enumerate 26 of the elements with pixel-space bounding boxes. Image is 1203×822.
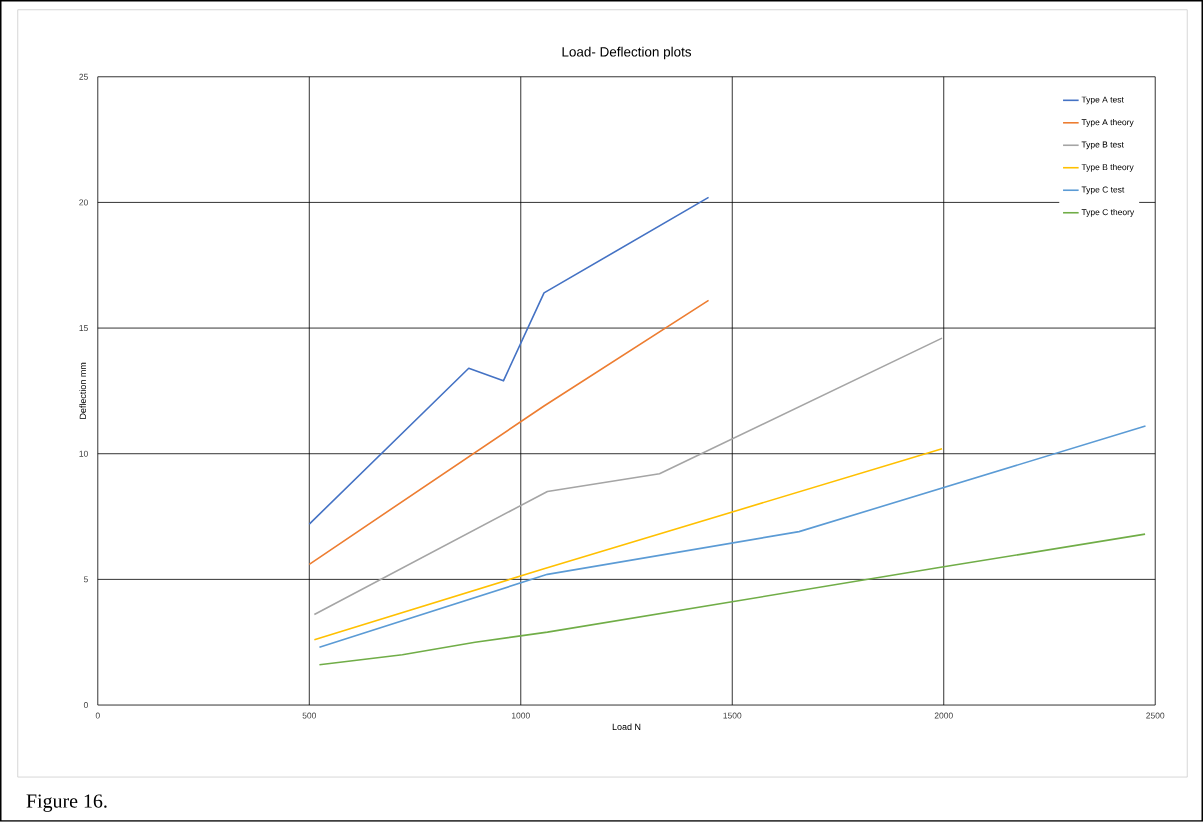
legend-label: Type C theory xyxy=(1081,209,1135,217)
x-tick-label: 0 xyxy=(95,712,100,719)
x-tick-label: 1000 xyxy=(511,712,530,719)
x-tick-label: 2500 xyxy=(1146,712,1165,719)
legend-label: Type B theory xyxy=(1081,163,1134,172)
y-tick-label: 20 xyxy=(79,199,88,206)
legend-label: Type A theory xyxy=(1081,119,1134,127)
line-series xyxy=(308,196,710,525)
y-tick-label: 5 xyxy=(83,576,88,583)
x-tick-label: 500 xyxy=(302,712,317,719)
x-tick-label: 1500 xyxy=(723,712,742,719)
y-tick-label: 15 xyxy=(79,325,88,332)
legend-label: Type C test xyxy=(1081,186,1125,195)
y-tick-label: 25 xyxy=(79,73,88,80)
line-series xyxy=(318,425,1147,649)
line-series xyxy=(313,337,943,616)
line-series xyxy=(318,533,1146,666)
legend-label: Type B test xyxy=(1081,141,1124,150)
caption: Figure 16. xyxy=(26,794,107,812)
y-axis-title: Deflection mm xyxy=(79,362,87,419)
chart-title: Load- Deflection plots xyxy=(562,46,692,60)
legend-label: Type A test xyxy=(1081,96,1124,105)
x-axis-title: Load N xyxy=(612,723,641,731)
y-tick-label: 10 xyxy=(79,450,88,457)
x-tick-label: 2000 xyxy=(934,712,953,719)
y-tick-label: 0 xyxy=(83,702,88,709)
